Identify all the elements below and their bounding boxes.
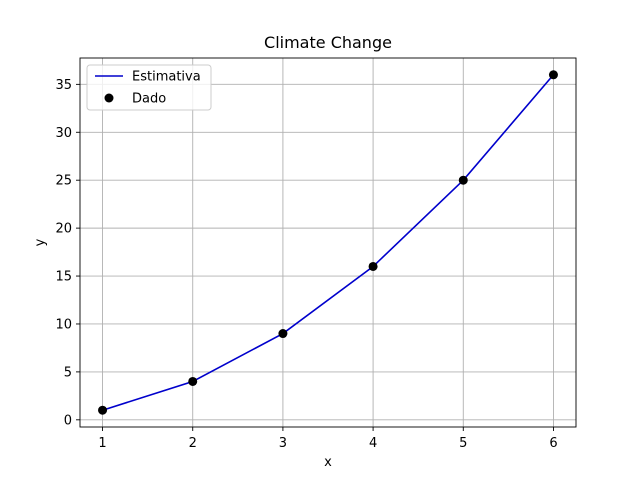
- data-point-dado: [278, 329, 288, 339]
- y-tick-label: 30: [55, 126, 72, 141]
- data-point-dado: [368, 261, 378, 271]
- legend: Estimativa Dado: [86, 64, 212, 111]
- y-tick-label: 15: [55, 270, 72, 285]
- y-tick-label: 20: [55, 222, 72, 237]
- legend-label-dado: Dado: [132, 92, 166, 107]
- data-point-dado: [548, 70, 558, 80]
- data-point-dado: [458, 175, 468, 185]
- ticks: 1 2 3 4 5 6 0 5 10 15 20 25 30 35: [55, 78, 557, 451]
- x-tick-label: 1: [98, 436, 106, 451]
- series-line-estimativa: [102, 74, 555, 411]
- grid: [80, 58, 576, 427]
- legend-swatch-dado: [104, 93, 114, 103]
- plot-area: [80, 58, 576, 427]
- axes-frame: [79, 57, 577, 428]
- series-layer: [98, 70, 558, 415]
- y-tick-label: 35: [55, 78, 72, 93]
- data-point-dado: [98, 405, 108, 415]
- y-tick-label: 25: [55, 174, 72, 189]
- y-tick-label: 0: [64, 413, 72, 428]
- data-point-dado: [188, 376, 198, 386]
- x-axis-label: x: [324, 455, 332, 470]
- y-tick-label: 5: [64, 365, 72, 380]
- chart-title: Climate Change: [264, 33, 392, 52]
- x-tick-label: 3: [279, 436, 287, 451]
- x-tick-label: 2: [189, 436, 197, 451]
- x-tick-label: 5: [459, 436, 467, 451]
- y-axis-label: y: [33, 238, 48, 246]
- x-tick-label: 4: [369, 436, 377, 451]
- y-tick-label: 10: [55, 317, 72, 332]
- legend-label-estimativa: Estimativa: [132, 70, 201, 85]
- x-tick-label: 6: [549, 436, 557, 451]
